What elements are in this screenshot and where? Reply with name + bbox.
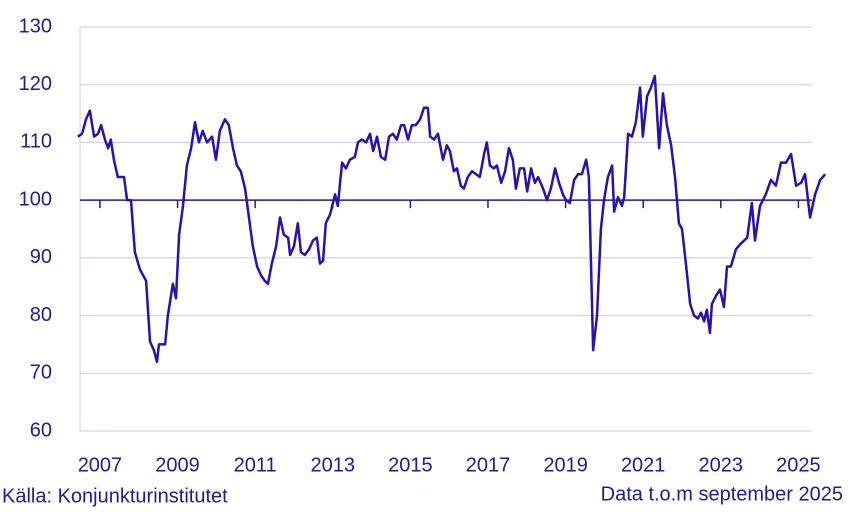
y-tick-label: 130	[19, 15, 52, 37]
data-line	[77, 74, 827, 363]
y-tick-label: 70	[30, 362, 52, 384]
source-note: Källa: Konjunkturinstitutet	[2, 485, 228, 507]
x-tick-label: 2025	[776, 454, 821, 476]
x-tick-label: 2017	[466, 454, 511, 476]
x-tick-label: 2015	[388, 454, 433, 476]
x-tick-label: 2011	[234, 454, 277, 476]
x-tick-label: 2019	[543, 454, 588, 476]
x-tick-label: 2021	[621, 454, 666, 476]
y-tick-label: 90	[30, 246, 52, 268]
x-tick-label: 2013	[311, 454, 356, 476]
x-tick-label: 2023	[699, 454, 744, 476]
x-tick-label: 2009	[155, 454, 200, 476]
y-tick-label: 120	[19, 73, 52, 95]
y-tick-label: 80	[30, 304, 52, 326]
x-tick-label: 2007	[78, 454, 123, 476]
y-tick-label: 100	[19, 188, 52, 210]
y-tick-label: 60	[30, 419, 52, 441]
y-tick-label: 110	[20, 131, 52, 153]
data-note: Data t.o.m september 2025	[601, 483, 843, 505]
